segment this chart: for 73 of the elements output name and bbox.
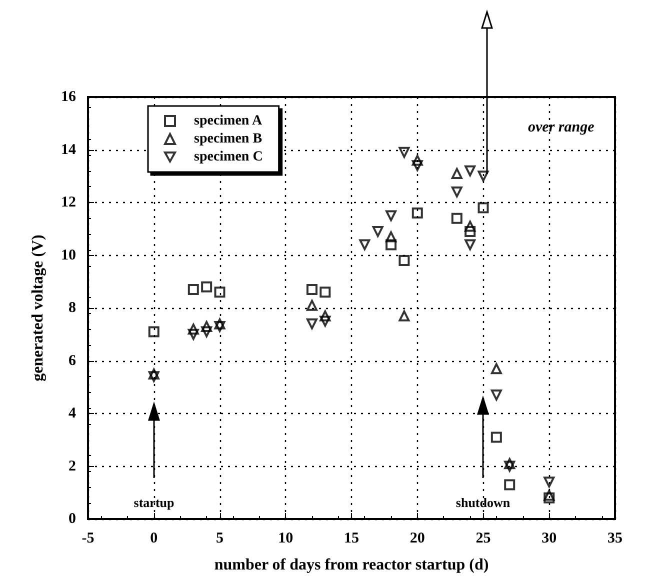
x-tick-label: 30 <box>542 530 557 546</box>
point <box>451 212 462 224</box>
y-tick-label: 8 <box>68 300 76 316</box>
point <box>478 170 489 182</box>
point <box>148 371 160 382</box>
point <box>306 318 318 330</box>
y-tick-label: 6 <box>68 352 76 369</box>
point <box>320 286 331 298</box>
y-tick-label: 2 <box>68 458 76 474</box>
y-tick-label: 14 <box>61 142 76 158</box>
x-tick-label: 10 <box>278 530 294 546</box>
x-tick-label: 15 <box>344 530 359 546</box>
point <box>214 286 226 298</box>
y-tick-label: 4 <box>68 406 76 422</box>
point <box>412 208 423 219</box>
point <box>451 186 462 198</box>
point <box>464 165 476 176</box>
point <box>201 320 212 332</box>
x-tick-label: 5 <box>216 530 224 546</box>
point <box>412 154 423 166</box>
x-tick-label: 0 <box>150 530 158 546</box>
point <box>386 210 397 222</box>
annotation: startup <box>134 495 174 510</box>
point <box>464 220 476 232</box>
point <box>464 226 476 238</box>
point <box>478 202 489 214</box>
legend-label: specimen A <box>194 114 263 128</box>
legend-label: specimen C <box>194 150 263 164</box>
x-tick-label: 20 <box>410 530 425 546</box>
point <box>398 310 410 322</box>
x-axis-title: number of days from reactor startup (d) <box>214 556 489 574</box>
x-tick-label: -5 <box>82 530 94 546</box>
y-tick-label: 10 <box>61 247 76 264</box>
y-tick-label: 16 <box>61 89 76 105</box>
point <box>386 231 397 242</box>
y-tick-label: 12 <box>61 194 76 210</box>
point <box>320 316 331 327</box>
y-axis-title: generated voltage (V) <box>30 234 46 382</box>
point <box>372 226 384 238</box>
point <box>214 318 226 330</box>
legend-label: specimen B <box>194 132 262 146</box>
point <box>504 479 516 490</box>
point <box>464 239 476 250</box>
point <box>398 255 410 266</box>
point <box>188 328 199 340</box>
point <box>490 432 502 443</box>
point <box>544 476 555 488</box>
x-tick-label: 25 <box>476 530 491 546</box>
point <box>451 168 462 179</box>
point <box>544 492 555 504</box>
point <box>148 368 160 380</box>
point <box>214 320 226 332</box>
point <box>188 324 199 335</box>
point <box>544 490 555 501</box>
point <box>320 310 331 322</box>
point <box>490 363 502 374</box>
point <box>201 281 212 292</box>
point <box>490 390 502 401</box>
point <box>504 458 516 470</box>
point <box>201 326 212 338</box>
point <box>306 284 318 296</box>
point <box>386 239 397 250</box>
point <box>306 300 318 311</box>
point <box>398 146 410 158</box>
y-tick-label: 0 <box>68 511 76 527</box>
point <box>412 160 423 172</box>
annotation: shutdown <box>456 495 511 510</box>
point <box>148 326 160 338</box>
point <box>504 460 516 472</box>
point <box>188 284 199 296</box>
point <box>359 239 370 250</box>
annotation: over range <box>528 120 595 136</box>
x-tick-label: 35 <box>608 530 622 546</box>
